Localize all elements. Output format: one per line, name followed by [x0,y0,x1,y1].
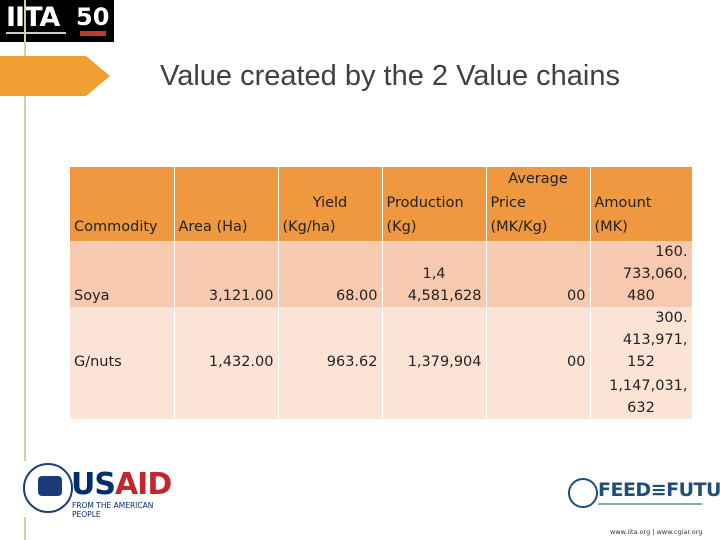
header-area: Area (Ha) [174,167,279,241]
feed-the-future-wordmark: FEED≡FUTURE [598,479,720,501]
iita-50-anniversary-mark: 50 [76,3,110,31]
cell-area: 3,121.00 [174,241,279,307]
feed-the-future-logo: FEED≡FUTURE [560,463,720,527]
usaid-tagline: FROM THE AMERICAN PEOPLE [72,501,154,519]
header-average-price: Average Price (MK/Kg) [486,167,591,241]
cell-empty [70,373,175,419]
cell-area: 1,432.00 [174,307,279,373]
cell-commodity: G/nuts [70,307,175,373]
title-arrow-band [0,56,86,96]
globe-icon [568,478,598,508]
cell-amount-total: 1,147,031, 632 [590,373,693,419]
iita-logo: IITA 50 [0,0,114,42]
feed-the-future-tagline-stroke [598,503,702,505]
anniversary-bar [80,31,106,36]
cell-empty [382,373,487,419]
table-row: 1,147,031, 632 [70,373,693,419]
iita-logo-text: IITA [6,2,60,33]
cell-empty [486,373,591,419]
cell-production: 1,4 4,581,628 [382,241,487,307]
cell-commodity: Soya [70,241,175,307]
header-commodity: Commodity [70,167,175,241]
usaid-wordmark: USAID [71,467,172,502]
table-header-row: Commodity Area (Ha) Yield (Kg/ha) Produc… [70,167,693,241]
cell-amount: 160. 733,060, 480 [590,241,693,307]
title-arrow-tip [86,56,110,96]
cell-empty [174,373,279,419]
slide-title: Value created by the 2 Value chains [160,60,621,92]
cell-amount: 300. 413,971, 152 [590,307,693,373]
usaid-logo: USAID FROM THE AMERICAN PEOPLE [18,461,174,519]
value-chain-table: Commodity Area (Ha) Yield (Kg/ha) Produc… [70,167,693,419]
cell-price: 00 [486,241,591,307]
cell-yield: 963.62 [278,307,383,373]
footer-url: www.iita.org | www.cgiar.org [610,528,703,536]
table-row: G/nuts 1,432.00 963.62 1,379,904 00 300.… [70,307,693,373]
usaid-seal-icon [23,463,73,513]
table-row: Soya 3,121.00 68.00 1,4 4,581,628 00 160… [70,241,693,307]
cell-production: 1,379,904 [382,307,487,373]
header-amount: Amount (MK) [590,167,693,241]
cell-empty [278,373,383,419]
cell-yield: 68.00 [278,241,383,307]
header-production: Production (Kg) [382,167,487,241]
header-yield: Yield (Kg/ha) [278,167,383,241]
cell-price: 00 [486,307,591,373]
left-vertical-rule [24,0,26,540]
iita-tagline-stroke [6,32,66,34]
